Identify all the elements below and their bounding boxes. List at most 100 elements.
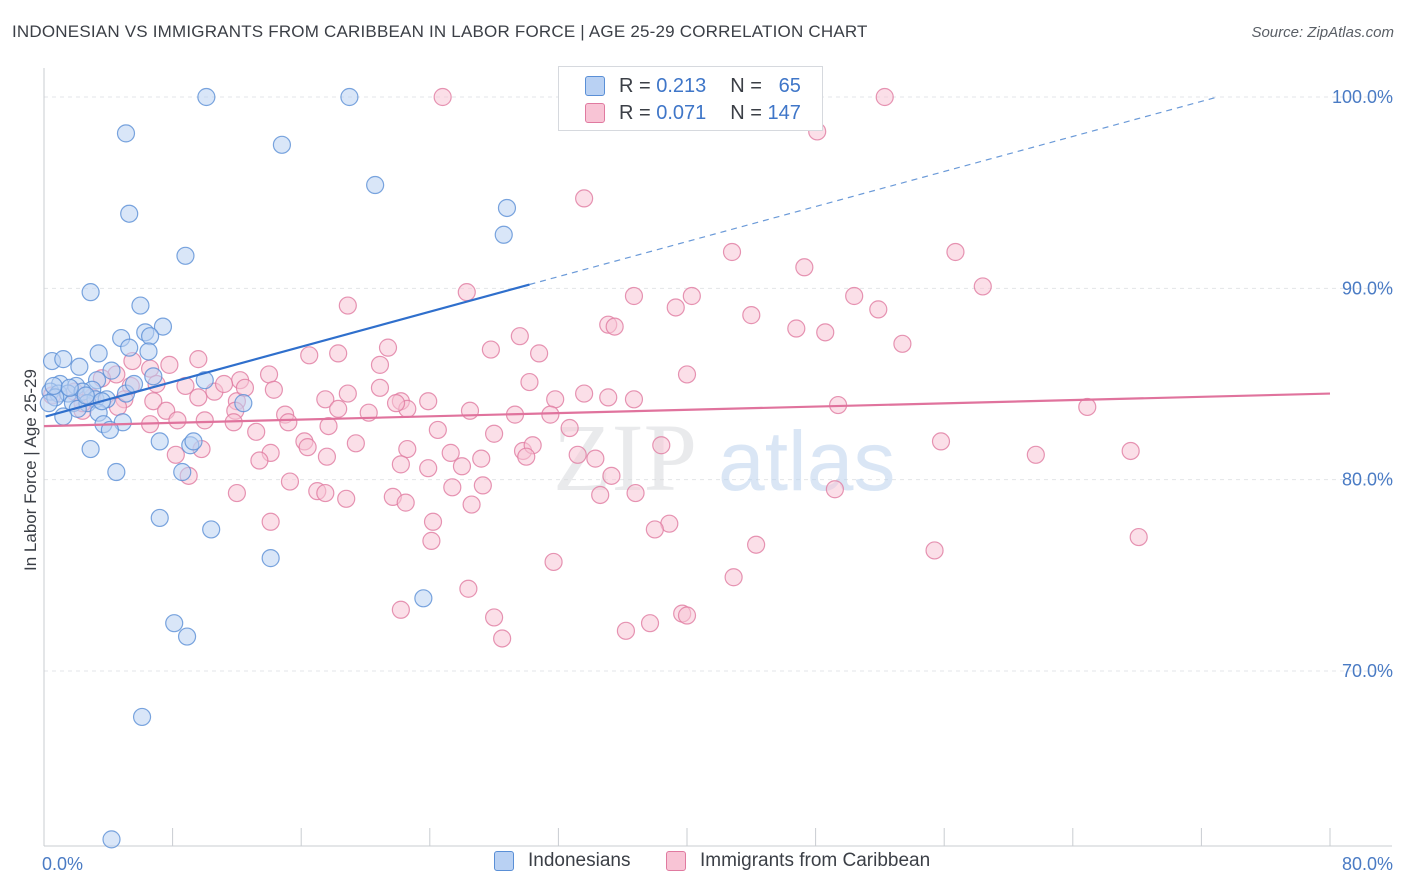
point-caribbean bbox=[825, 480, 844, 499]
point-indonesians bbox=[494, 225, 513, 244]
point-caribbean bbox=[893, 334, 912, 353]
series-swatch-pink bbox=[666, 851, 686, 871]
point-indonesians bbox=[54, 350, 73, 369]
point-caribbean bbox=[946, 242, 965, 262]
legend-n-value: 147 bbox=[767, 101, 801, 124]
point-caribbean bbox=[645, 520, 664, 539]
point-caribbean bbox=[338, 384, 357, 403]
point-caribbean bbox=[396, 493, 415, 512]
legend-r-value: 0.213 bbox=[656, 74, 707, 97]
point-caribbean bbox=[510, 327, 529, 346]
point-caribbean bbox=[317, 447, 337, 466]
point-caribbean bbox=[370, 378, 390, 397]
point-caribbean bbox=[485, 424, 504, 443]
point-caribbean bbox=[568, 445, 587, 464]
point-caribbean bbox=[624, 390, 644, 409]
point-caribbean bbox=[599, 388, 618, 407]
point-caribbean bbox=[300, 346, 319, 365]
point-caribbean bbox=[195, 411, 214, 430]
legend-row-indonesians: R = 0.213 N = 65 bbox=[585, 73, 801, 99]
point-caribbean bbox=[168, 411, 187, 430]
point-indonesians bbox=[177, 627, 197, 646]
point-caribbean bbox=[214, 374, 234, 394]
point-caribbean bbox=[337, 489, 356, 508]
legend-swatch-blue bbox=[585, 76, 605, 96]
point-caribbean bbox=[677, 606, 697, 625]
legend-n-label: N = bbox=[730, 101, 762, 124]
point-caribbean bbox=[485, 608, 504, 627]
point-caribbean bbox=[370, 355, 390, 374]
point-caribbean bbox=[1121, 441, 1140, 461]
point-indonesians bbox=[107, 462, 126, 482]
point-caribbean bbox=[433, 87, 452, 107]
point-caribbean bbox=[160, 355, 179, 374]
point-caribbean bbox=[443, 478, 462, 497]
point-caribbean bbox=[319, 416, 338, 436]
point-indonesians bbox=[340, 87, 359, 107]
point-caribbean bbox=[227, 483, 246, 503]
point-indonesians bbox=[173, 462, 192, 482]
point-caribbean bbox=[189, 388, 208, 407]
point-caribbean bbox=[460, 401, 480, 420]
point-caribbean bbox=[605, 317, 624, 336]
point-indonesians bbox=[116, 124, 136, 143]
point-caribbean bbox=[235, 378, 255, 397]
point-caribbean bbox=[626, 483, 645, 503]
point-caribbean bbox=[247, 422, 266, 441]
point-indonesians bbox=[39, 394, 58, 413]
point-caribbean bbox=[144, 392, 163, 411]
series-legend-indonesians: Indonesians bbox=[494, 850, 630, 872]
point-indonesians bbox=[100, 420, 120, 440]
legend-swatch-pink bbox=[585, 103, 605, 123]
point-indonesians bbox=[81, 283, 100, 302]
legend-row-caribbean: R = 0.071 N = 147 bbox=[585, 100, 801, 126]
data-points bbox=[39, 87, 1148, 849]
point-indonesians bbox=[89, 344, 108, 363]
point-caribbean bbox=[541, 405, 560, 424]
point-indonesians bbox=[140, 327, 160, 346]
y-axis-label: In Labor Force | Age 25-29 bbox=[21, 369, 40, 571]
point-indonesians bbox=[150, 432, 169, 451]
point-caribbean bbox=[391, 600, 410, 619]
point-indonesians bbox=[195, 371, 214, 390]
point-caribbean bbox=[591, 485, 610, 505]
point-caribbean bbox=[279, 413, 298, 432]
point-caribbean bbox=[682, 286, 701, 306]
stats-legend: R = 0.213 N = 65 R = 0.071 N = 147 bbox=[558, 66, 823, 131]
series-legend-caribbean: Immigrants from Caribbean bbox=[666, 850, 930, 872]
point-indonesians bbox=[120, 204, 139, 223]
point-caribbean bbox=[575, 384, 594, 403]
axes bbox=[43, 68, 1392, 847]
point-caribbean bbox=[329, 399, 348, 418]
point-caribbean bbox=[419, 459, 438, 478]
point-indonesians bbox=[272, 135, 292, 154]
point-indonesians bbox=[139, 342, 158, 361]
point-indonesians bbox=[102, 361, 121, 380]
x-tick-label: 80.0% bbox=[1342, 854, 1393, 874]
point-caribbean bbox=[250, 451, 269, 470]
point-caribbean bbox=[724, 568, 743, 587]
point-caribbean bbox=[386, 394, 406, 413]
point-caribbean bbox=[616, 621, 636, 640]
point-indonesians bbox=[176, 246, 195, 265]
point-caribbean bbox=[422, 531, 441, 550]
point-caribbean bbox=[602, 466, 621, 485]
point-caribbean bbox=[473, 476, 492, 495]
point-caribbean bbox=[316, 483, 335, 503]
trend-line-caribbean bbox=[43, 392, 1331, 428]
point-caribbean bbox=[666, 298, 685, 317]
point-caribbean bbox=[517, 447, 536, 466]
point-caribbean bbox=[816, 323, 835, 342]
point-caribbean bbox=[462, 495, 481, 514]
point-caribbean bbox=[1078, 397, 1097, 417]
trend-extension-indonesians bbox=[529, 96, 1218, 286]
point-indonesians bbox=[132, 707, 152, 727]
legend-n-value: 65 bbox=[778, 74, 801, 97]
point-indonesians bbox=[70, 357, 89, 376]
gridlines bbox=[44, 96, 1392, 672]
legend-r-value: 0.071 bbox=[656, 101, 707, 124]
point-indonesians bbox=[120, 338, 139, 357]
point-caribbean bbox=[544, 552, 563, 572]
legend-n-label: N = bbox=[730, 74, 762, 97]
point-caribbean bbox=[346, 434, 365, 453]
